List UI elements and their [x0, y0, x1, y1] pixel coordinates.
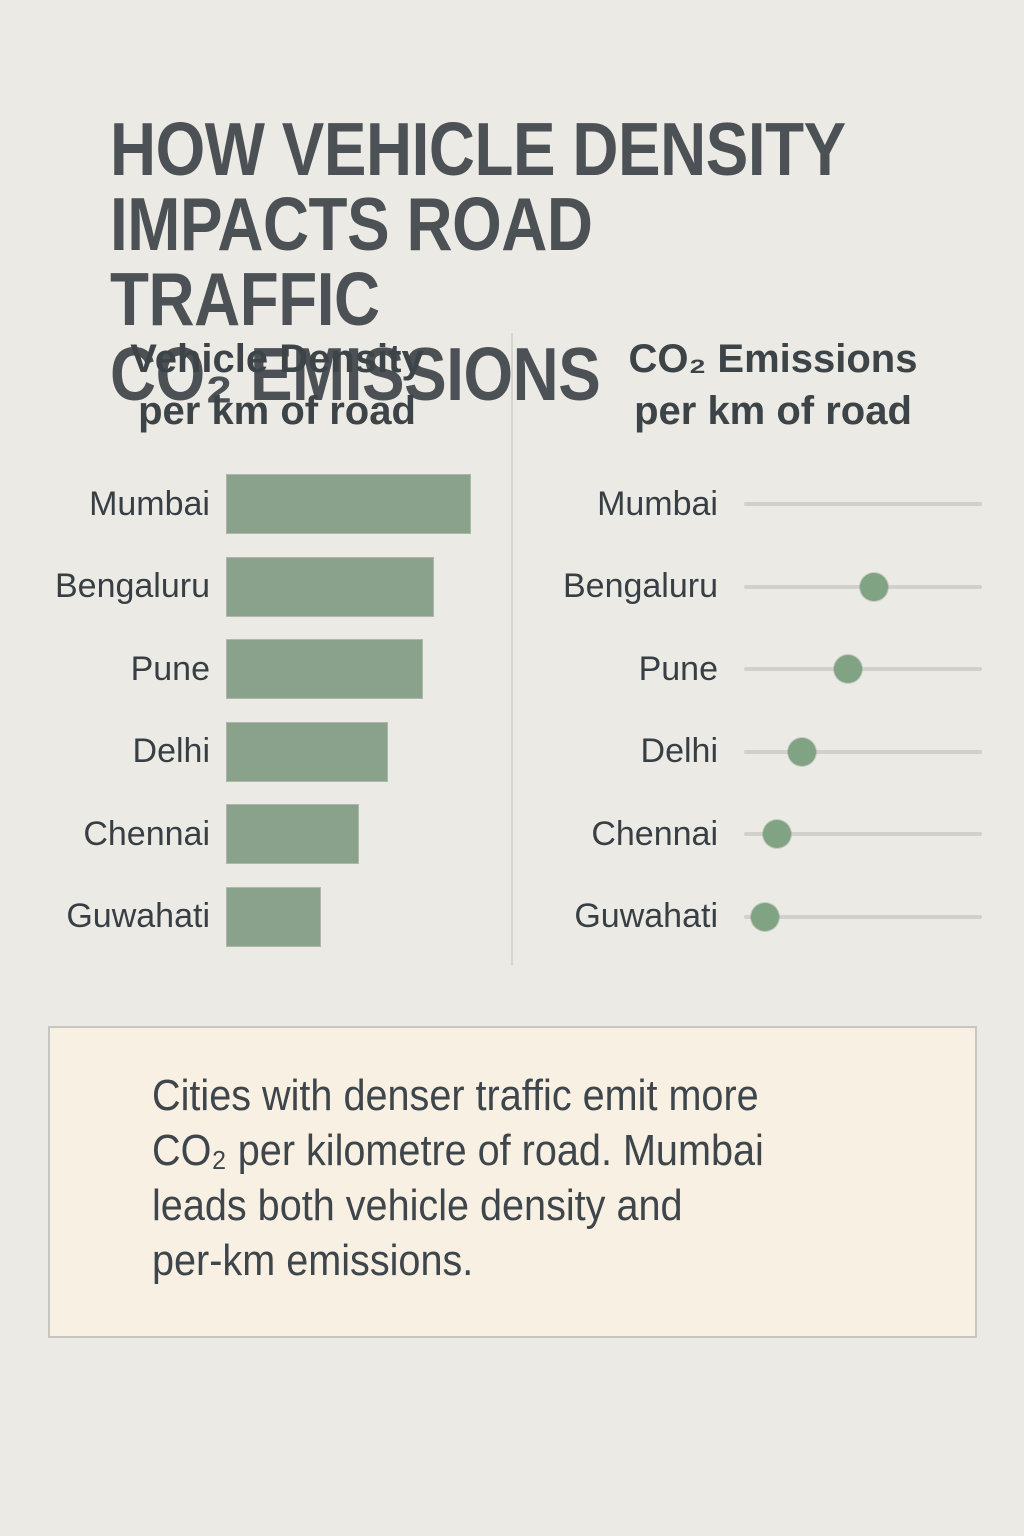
- density-bar: [227, 557, 433, 616]
- city-label: Bengaluru: [562, 567, 718, 606]
- emission-line-track: [744, 490, 982, 518]
- density-bar: [227, 640, 422, 699]
- bar-row: Bengaluru: [0, 546, 512, 629]
- city-label: Mumbai: [89, 484, 210, 523]
- vehicle-density-chart: Mumbai Bengaluru Pune Delhi Chennai Guwa…: [0, 463, 512, 958]
- emission-line-track: [744, 820, 982, 849]
- city-label: Bengaluru: [54, 567, 210, 606]
- co2-emissions-chart: Mumbai Bengaluru Pune Delhi: [512, 463, 1024, 958]
- dot-row: Mumbai: [512, 463, 1024, 546]
- right-chart-title: CO₂ Emissions per km of road: [628, 337, 918, 433]
- emission-line-track: [744, 655, 982, 684]
- city-label: Pune: [130, 649, 210, 688]
- dot-row: Guwahati: [512, 876, 1024, 959]
- left-chart-title: Vehicle Density per km of road: [130, 337, 424, 433]
- city-label: Pune: [638, 649, 718, 688]
- emission-line: [744, 749, 982, 754]
- page-title: HOW VEHICLE DENSITY IMPACTS ROAD TRAFFIC…: [110, 107, 846, 417]
- bar-row: Pune: [0, 628, 512, 711]
- emission-line: [744, 667, 982, 672]
- emission-dot: [834, 655, 863, 684]
- city-label: Guwahati: [66, 897, 210, 936]
- city-label: Delhi: [132, 732, 210, 771]
- bar-row: Delhi: [0, 711, 512, 794]
- city-label: Chennai: [591, 814, 718, 853]
- caption-box: Cities with denser traffic emit more CO₂…: [48, 1026, 977, 1338]
- emission-line-track: [744, 572, 982, 601]
- panel-divider-line: [511, 333, 513, 965]
- city-label: Delhi: [640, 732, 718, 771]
- bar-row: Guwahati: [0, 876, 512, 959]
- caption-text: Cities with denser traffic emit more CO₂…: [152, 1071, 764, 1285]
- density-bar: [227, 805, 358, 864]
- dot-row: Bengaluru: [512, 546, 1024, 629]
- emission-line: [744, 502, 982, 507]
- emission-dot: [859, 572, 888, 601]
- bar-row: Mumbai: [0, 463, 512, 546]
- emission-line-track: [744, 902, 982, 931]
- emission-line: [744, 832, 982, 837]
- density-bar: [227, 887, 320, 946]
- emission-line: [744, 914, 982, 919]
- emission-line-track: [744, 737, 982, 766]
- dot-row: Pune: [512, 628, 1024, 711]
- city-label: Chennai: [83, 814, 210, 853]
- density-bar: [227, 722, 387, 781]
- emission-dot: [787, 737, 816, 766]
- dot-row: Delhi: [512, 711, 1024, 794]
- density-bar: [227, 475, 470, 534]
- emission-dot: [762, 820, 791, 849]
- city-label: Guwahati: [574, 897, 718, 936]
- bar-row: Chennai: [0, 793, 512, 876]
- emission-dot: [750, 902, 779, 931]
- city-label: Mumbai: [597, 484, 718, 523]
- dot-row: Chennai: [512, 793, 1024, 876]
